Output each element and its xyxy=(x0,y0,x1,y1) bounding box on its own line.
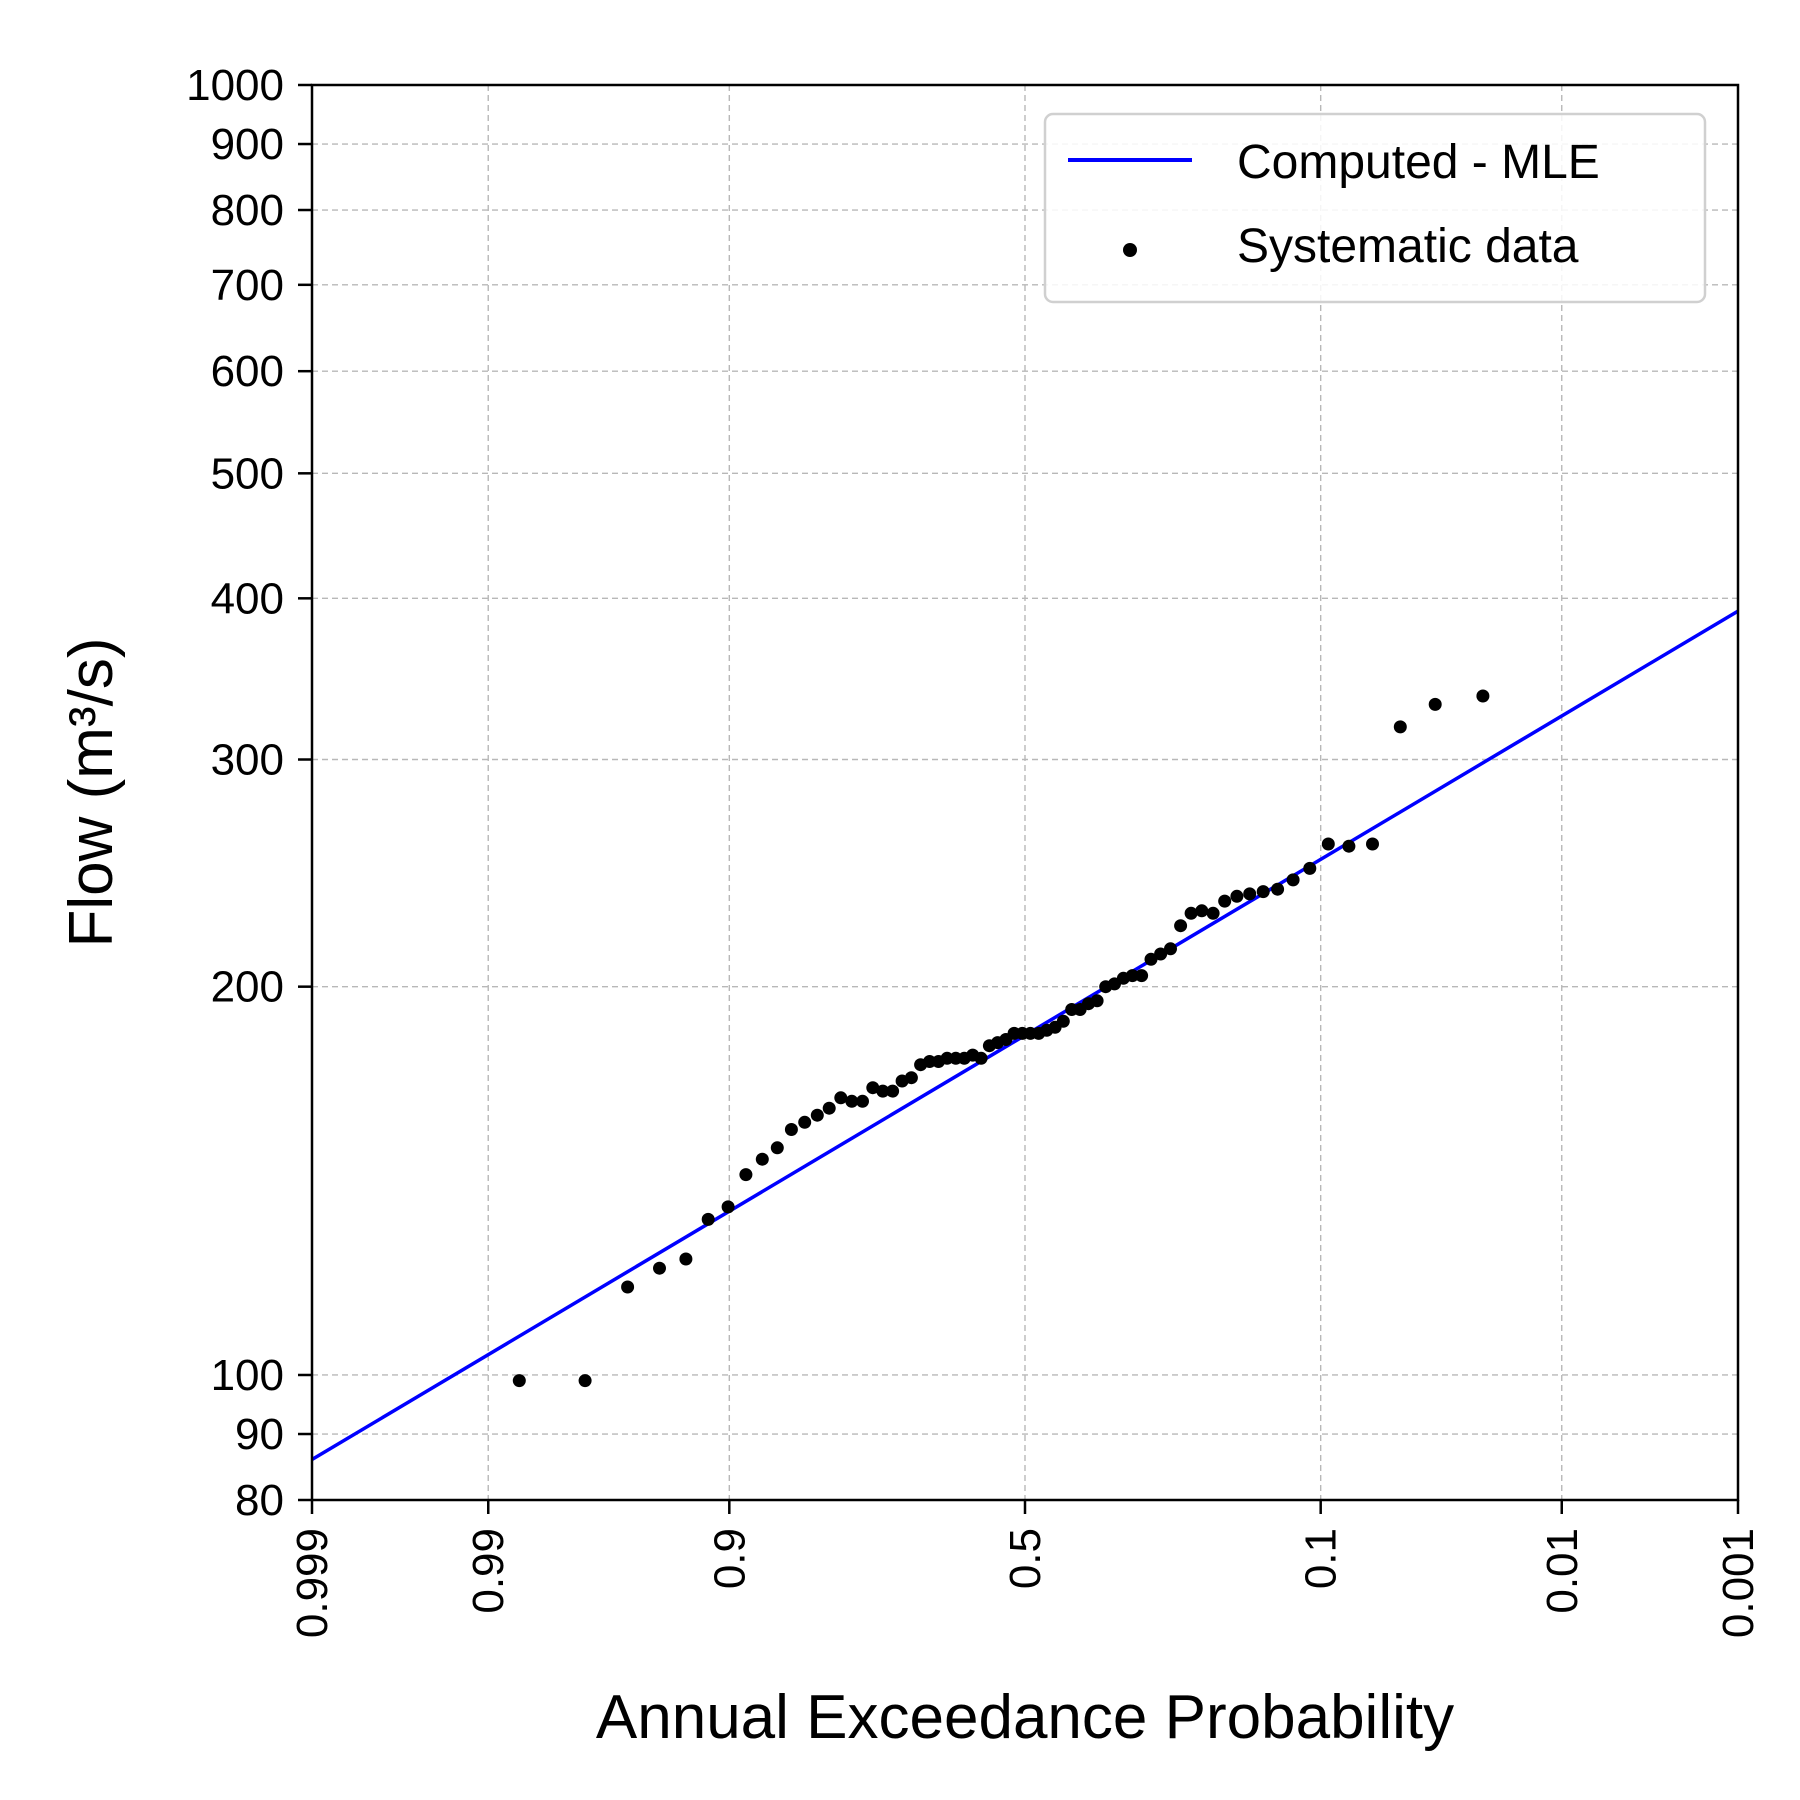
data-point xyxy=(701,1212,715,1226)
data-point xyxy=(621,1280,635,1294)
data-point xyxy=(1476,689,1490,703)
plot-series xyxy=(311,609,1739,1462)
y-tick-label: 100 xyxy=(211,1351,284,1400)
data-point xyxy=(1154,947,1168,961)
data-point xyxy=(739,1168,753,1182)
x-tick-label: 0.9 xyxy=(705,1528,754,1589)
y-tick-label: 300 xyxy=(211,736,284,785)
legend-box xyxy=(1043,112,1707,304)
x-tick-label: 0.5 xyxy=(1001,1528,1050,1589)
y-tick-label: 900 xyxy=(211,120,284,169)
grid xyxy=(312,85,1738,1500)
x-tick-label: 0.99 xyxy=(464,1528,513,1614)
data-point xyxy=(1125,969,1139,983)
x-tick-label: 0.1 xyxy=(1297,1528,1346,1589)
legend: Computed - MLE Systematic data xyxy=(1043,112,1707,304)
data-point xyxy=(1286,873,1300,887)
data-point xyxy=(1321,837,1335,851)
data-point xyxy=(1230,889,1244,903)
data-point xyxy=(974,1051,988,1065)
data-point xyxy=(798,1115,812,1129)
y-tick-label: 1000 xyxy=(186,61,284,110)
data-point xyxy=(810,1108,824,1122)
x-tick-label: 0.001 xyxy=(1714,1528,1763,1638)
data-point xyxy=(1195,904,1209,918)
data-point xyxy=(1366,837,1379,851)
data-point xyxy=(1135,969,1149,983)
y-tick-label: 500 xyxy=(211,449,284,498)
y-tick-label: 200 xyxy=(211,963,284,1012)
data-point xyxy=(653,1261,666,1275)
data-point xyxy=(679,1252,693,1266)
axis-ticks: 80 90 100 200 300 400 500 600 700 800 900 1000 0.999… xyxy=(186,61,1763,1638)
data-point xyxy=(845,1094,859,1108)
data-point xyxy=(876,1084,890,1098)
y-tick-label: 700 xyxy=(211,261,284,310)
data-point xyxy=(1090,994,1104,1008)
data-point xyxy=(1184,906,1198,920)
data-point xyxy=(1206,906,1220,920)
data-point xyxy=(1218,894,1232,908)
data-point xyxy=(1256,885,1270,899)
data-point xyxy=(1342,839,1356,853)
data-point xyxy=(822,1101,836,1115)
y-tick-label: 800 xyxy=(211,186,284,235)
y-tick-label: 90 xyxy=(235,1410,284,1459)
data-point xyxy=(1303,861,1317,875)
legend-label-systematic: Systematic data xyxy=(1237,220,1579,273)
data-point xyxy=(755,1152,769,1166)
data-point xyxy=(512,1374,526,1388)
data-point xyxy=(770,1141,784,1155)
x-tick-label: 0.999 xyxy=(288,1528,337,1638)
data-point xyxy=(1164,942,1177,956)
data-point xyxy=(1056,1014,1070,1028)
data-point xyxy=(721,1200,735,1214)
y-tick-label: 80 xyxy=(235,1476,284,1525)
data-point xyxy=(784,1123,798,1136)
data-point xyxy=(1243,887,1257,901)
x-tick-label: 0.01 xyxy=(1538,1528,1587,1614)
y-axis-title: Flow (m³/s) xyxy=(57,638,126,948)
data-point xyxy=(1144,952,1158,966)
y-tick-label: 400 xyxy=(211,574,284,623)
data-point xyxy=(886,1084,900,1098)
data-point xyxy=(578,1374,592,1388)
legend-label-computed: Computed - MLE xyxy=(1237,136,1600,189)
data-point xyxy=(856,1094,869,1108)
data-point xyxy=(904,1071,918,1085)
legend-dot-swatch xyxy=(1123,243,1137,257)
data-point xyxy=(1174,919,1188,933)
data-point xyxy=(834,1091,848,1105)
data-point xyxy=(866,1081,880,1095)
y-tick-label: 600 xyxy=(211,347,284,396)
data-point xyxy=(923,1055,937,1068)
data-point xyxy=(1271,882,1285,896)
data-point xyxy=(1393,720,1407,734)
x-axis-title: Annual Exceedance Probability xyxy=(596,1683,1454,1752)
data-point xyxy=(1428,697,1442,711)
